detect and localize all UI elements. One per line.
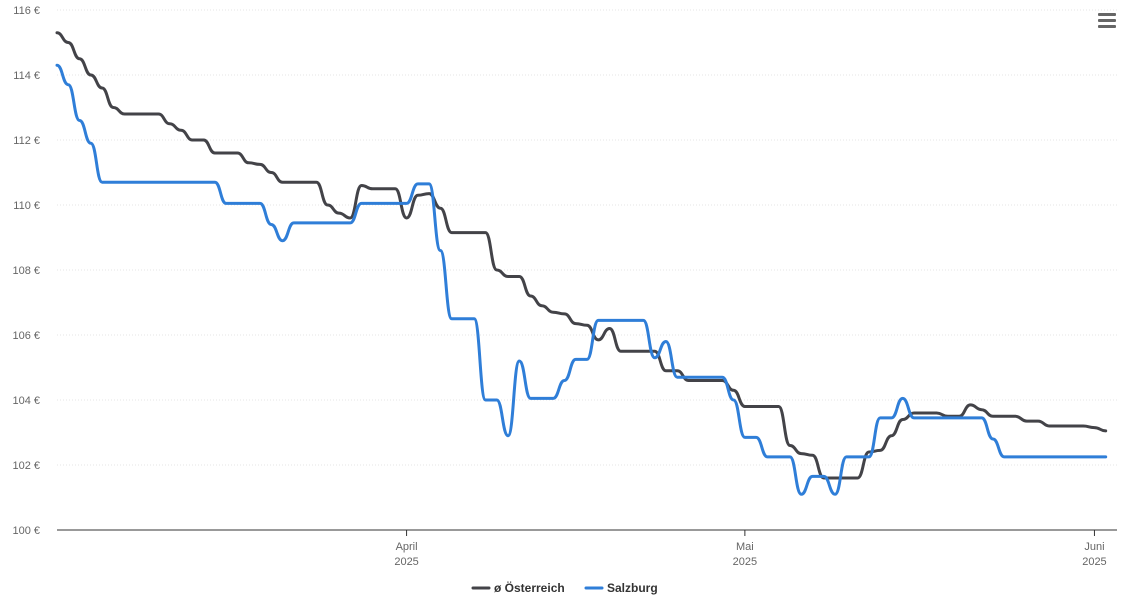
x-axis: April 2025 Mai 2025 Juni 2025 [57, 529, 1117, 568]
y-tick-label: 114 € [13, 70, 40, 82]
y-tick-label: 104 € [12, 395, 40, 407]
series-line-salzburg[interactable] [55, 63, 1108, 496]
series-lines [55, 31, 1108, 496]
menu-bar-bottom [1098, 25, 1116, 28]
x-tick-month: Juni [1084, 541, 1104, 553]
x-tick-year: 2025 [733, 556, 757, 568]
legend[interactable]: ø Österreich Salzburg [471, 580, 658, 595]
hamburger-menu-icon[interactable] [1095, 10, 1119, 32]
x-tick-month: Mai [736, 541, 754, 553]
series-line-oesterreich[interactable] [55, 31, 1108, 480]
y-axis-labels: 100 € 102 € 104 € 106 € 108 € 110 € 112 € 114 €… [12, 5, 40, 537]
y-tick-label: 108 € [12, 265, 40, 277]
x-tick-month: April [396, 541, 418, 553]
menu-bar-middle [1098, 19, 1116, 22]
x-tick-year: 2025 [1082, 556, 1106, 568]
y-tick-label: 112 € [13, 135, 40, 147]
legend-label: ø Österreich [494, 580, 565, 595]
menu-bar-top [1098, 13, 1116, 16]
y-tick-label: 116 € [13, 5, 40, 17]
grid-lines [57, 9, 1117, 466]
legend-item-salzburg[interactable]: Salzburg [584, 581, 658, 595]
y-tick-label: 100 € [12, 525, 40, 537]
legend-item-oesterreich[interactable]: ø Österreich [471, 580, 565, 595]
x-tick-year: 2025 [394, 556, 418, 568]
y-tick-label: 102 € [12, 460, 40, 472]
y-tick-label: 110 € [13, 200, 40, 212]
y-tick-label: 106 € [12, 330, 40, 342]
legend-label: Salzburg [607, 581, 658, 595]
